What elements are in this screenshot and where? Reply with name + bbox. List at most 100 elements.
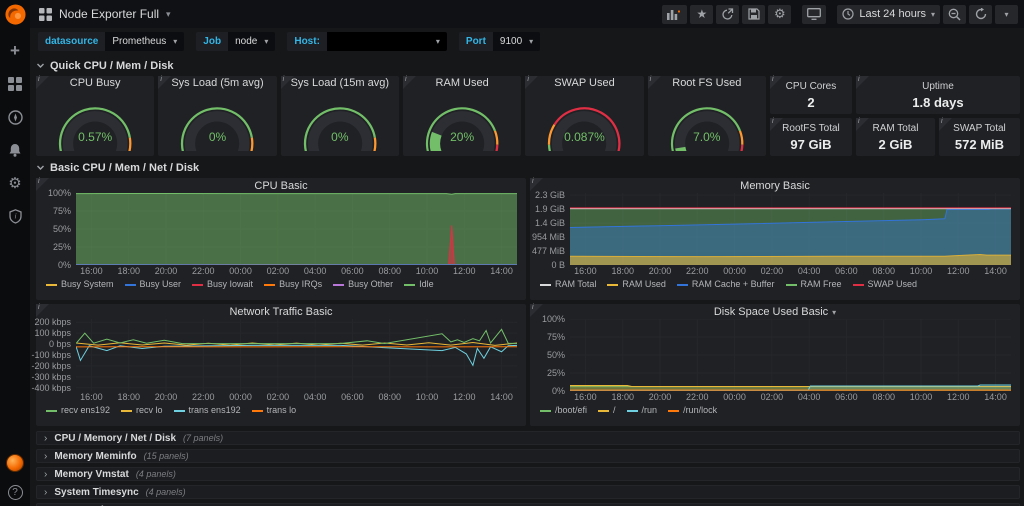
dashboards-icon[interactable]	[7, 76, 23, 92]
zoom-out-time-button[interactable]	[943, 4, 966, 24]
panel-title[interactable]: Sys Load (15m avg)	[290, 77, 390, 89]
panel-title[interactable]: Root FS Used	[672, 77, 742, 89]
panel-info-icon[interactable]: i	[280, 76, 294, 89]
legend-item[interactable]: Idle	[404, 279, 434, 289]
panel-title[interactable]: SWAP Used	[554, 77, 615, 89]
network-traffic-plot[interactable]	[76, 319, 517, 391]
panel-info-icon[interactable]: i	[402, 76, 416, 89]
panel-title[interactable]: RAM Total	[872, 123, 919, 134]
legend-item[interactable]: RAM Used	[607, 279, 666, 289]
panel-title[interactable]: Uptime	[922, 81, 954, 92]
chart-legend: /boot/efi / /run/run/lock	[540, 405, 1020, 415]
var-job-value[interactable]: node ▾	[228, 32, 276, 51]
panel-title[interactable]: Memory Basic	[740, 180, 810, 192]
memory-basic-plot[interactable]	[570, 193, 1011, 265]
panel-menu-caret-icon[interactable]: ▾	[832, 308, 837, 317]
panel-info-icon[interactable]: i	[855, 76, 869, 89]
legend-item[interactable]: trans lo	[251, 405, 296, 415]
panel-title[interactable]: CPU Cores	[785, 81, 837, 92]
panel-title[interactable]: Network Traffic Basic	[229, 306, 333, 318]
disk-space-plot[interactable]	[570, 319, 1011, 391]
refresh-button[interactable]	[969, 4, 992, 24]
time-range-picker[interactable]: Last 24 hours ▾	[837, 4, 940, 24]
legend-item[interactable]: /run	[626, 405, 657, 415]
panel-info-icon[interactable]: i	[769, 118, 783, 131]
panel-info-icon[interactable]: i	[647, 76, 661, 89]
row-memory-meminfo[interactable]: › Memory Meminfo (15 panels)	[36, 449, 1020, 463]
y-axis-labels: -400 kbps -300 kbps -200 kbps -100 kbps 0 bp…	[31, 317, 71, 393]
var-datasource-value[interactable]: Prometheus ▾	[105, 32, 185, 51]
row-cpu-memory-net-disk[interactable]: › CPU / Memory / Net / Disk (7 panels)	[36, 431, 1020, 445]
gauge-value: 20%	[450, 130, 475, 144]
legend-item[interactable]: recv ens192	[46, 405, 110, 415]
alerting-bell-icon[interactable]	[7, 142, 23, 158]
legend-item[interactable]: /	[598, 405, 616, 415]
legend-item[interactable]: RAM Free	[785, 279, 842, 289]
legend-item[interactable]: Busy IRQs	[264, 279, 322, 289]
clock-icon	[842, 8, 854, 20]
explore-compass-icon[interactable]	[7, 109, 23, 125]
var-port-value[interactable]: 9100 ▾	[492, 32, 541, 51]
dashboard-settings-button[interactable]: ⚙	[768, 4, 792, 24]
legend-item[interactable]: SWAP Used	[852, 279, 917, 289]
legend-item[interactable]: Busy User	[124, 279, 181, 289]
mark-favorite-button[interactable]: ★	[690, 4, 714, 24]
var-host: Host: ▾	[287, 32, 447, 51]
stat-value: 2 GiB	[878, 137, 913, 152]
panel-title[interactable]: RAM Used	[435, 77, 489, 89]
row-system-timesync[interactable]: › System Timesync (4 panels)	[36, 485, 1020, 499]
panel-info-icon[interactable]: i	[36, 178, 49, 191]
legend-item[interactable]: RAM Total	[540, 279, 596, 289]
save-dashboard-button[interactable]	[742, 4, 766, 24]
var-host-label: Host:	[287, 32, 327, 51]
share-dashboard-button[interactable]	[716, 4, 740, 24]
user-avatar[interactable]	[6, 454, 24, 472]
panel-root-fs-used: i Root FS Used 7.0%	[647, 76, 766, 156]
navbar-actions: ★ ⚙ Last 24 hours ▾	[662, 4, 1018, 24]
legend-item[interactable]: RAM Cache + Buffer	[676, 279, 775, 289]
star-icon: ★	[696, 7, 708, 21]
legend-item[interactable]: recv lo	[121, 405, 163, 415]
help-icon[interactable]: ?	[7, 485, 23, 500]
create-plus-icon[interactable]: +	[10, 41, 20, 60]
legend-item[interactable]: trans ens192	[173, 405, 241, 415]
server-admin-shield-icon[interactable]: i	[7, 208, 23, 224]
panel-info-icon[interactable]: i	[530, 178, 543, 191]
panel-title[interactable]: CPU Busy	[69, 77, 121, 89]
panel-info-icon[interactable]: i	[530, 304, 543, 317]
panel-title[interactable]: CPU Basic	[254, 180, 308, 192]
dashboard-title-button[interactable]: Node Exporter Full ▾	[39, 7, 171, 21]
cycle-view-button[interactable]	[802, 4, 827, 24]
panel-info-icon[interactable]: i	[855, 118, 869, 131]
panel-title[interactable]: Sys Load (5m avg)	[171, 77, 264, 89]
var-job-label: Job	[196, 32, 229, 51]
legend-item[interactable]: Busy Other	[333, 279, 393, 289]
panel-info-icon[interactable]: i	[769, 76, 783, 89]
panel-info-icon[interactable]: i	[158, 76, 172, 89]
chevron-down-icon: ▾	[529, 37, 534, 46]
add-panel-icon	[667, 10, 681, 20]
configuration-gear-icon[interactable]: ⚙	[8, 175, 22, 192]
legend-item[interactable]: /run/lock	[668, 405, 717, 415]
panel-title[interactable]: Disk Space Used Basic ▾	[713, 306, 837, 318]
row-header-quick[interactable]: Quick CPU / Mem / Disk	[36, 59, 1020, 72]
refresh-interval-picker[interactable]: ▾	[995, 4, 1018, 24]
var-host-value[interactable]: ▾	[326, 32, 447, 51]
chevron-down-icon	[36, 163, 45, 172]
row-memory-vmstat[interactable]: › Memory Vmstat (4 panels)	[36, 467, 1020, 481]
panel-info-icon[interactable]: i	[36, 76, 49, 89]
panel-info-icon[interactable]: i	[36, 304, 49, 317]
stat-panels-cluster: i CPU Cores 2 i Uptime 1.8 days i RootFS…	[769, 76, 1020, 156]
legend-item[interactable]: Busy Iowait	[192, 279, 253, 289]
legend-item[interactable]: /boot/efi	[540, 405, 587, 415]
row-header-basic[interactable]: Basic CPU / Mem / Net / Disk	[36, 161, 1020, 174]
zoom-out-icon	[948, 8, 961, 21]
add-panel-button[interactable]	[662, 4, 688, 24]
cpu-basic-plot[interactable]	[76, 193, 517, 265]
panel-info-icon[interactable]: i	[525, 76, 539, 89]
panel-title[interactable]: RootFS Total	[782, 123, 840, 134]
legend-item[interactable]: Busy System	[46, 279, 114, 289]
panel-info-icon[interactable]: i	[938, 118, 952, 131]
panel-title[interactable]: SWAP Total	[953, 123, 1006, 134]
grafana-logo-icon[interactable]	[4, 3, 27, 26]
